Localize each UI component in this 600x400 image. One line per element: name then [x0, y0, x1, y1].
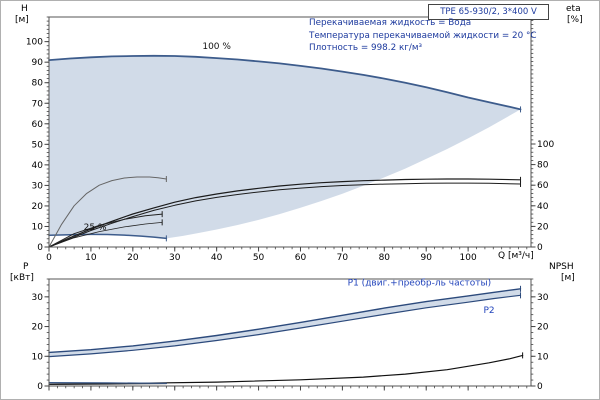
npsh-axis-unit: [м] [561, 273, 575, 283]
tick-label: 0 [37, 382, 43, 392]
tick-label: 20 [32, 323, 44, 333]
h-axis-label: H [21, 4, 28, 14]
annotation-p2: P2 [484, 306, 495, 316]
series-p2-curve [48, 294, 522, 358]
panel-power: 0 10 20 30 0 10 20 30 P1 (двиг.+преобр-ль частот… [32, 278, 549, 392]
info-density: Плотность = 998.2 кг/м³ [309, 43, 423, 53]
tick-label: 30 [32, 293, 44, 303]
eta-axis-unit: [%] [567, 15, 583, 25]
tick-label: 100 [460, 253, 477, 263]
tick-label: 40 [537, 202, 549, 212]
npsh-axis-label: NPSH [549, 262, 574, 272]
p-axis-unit: [кВт] [10, 273, 34, 283]
series-npsh-curve [48, 354, 524, 385]
tick-label: 90 [420, 253, 432, 263]
p-axis-label: P [23, 262, 29, 272]
annotation-100-: 100 % [202, 42, 231, 52]
liquid-info: Перекачиваемая жидкость = Вода Температу… [309, 17, 537, 55]
eta-axis-label: eta [566, 4, 581, 14]
tick-label: 10 [85, 253, 97, 263]
tick-label: 60 [295, 253, 307, 263]
tick-label: 20 [127, 253, 139, 263]
series-aux-curve-2 [48, 221, 163, 248]
tick-label: 50 [253, 253, 265, 263]
tick-label: 10 [537, 352, 549, 362]
series-operating-envelope [49, 55, 521, 239]
series-aux-curve-1 [48, 213, 163, 248]
panel-head: 0 10 20 30 40 50 60 70 80 90 100 0 10 20 30 40 50 60 70 80 9… [26, 16, 554, 263]
panel-frame [48, 278, 532, 387]
tick-label: 0 [37, 243, 43, 253]
tick-label: 100 [537, 140, 554, 150]
tick-label: 80 [32, 79, 44, 89]
tick-label: 60 [32, 120, 44, 130]
series-eta-1 [48, 178, 522, 248]
pump-type-box: TPE 65-930/2, 3*400 V [428, 4, 549, 20]
tick-label: 40 [32, 161, 44, 171]
series-head-100pct [48, 54, 522, 111]
series-eta-25pct [48, 176, 167, 248]
tick-label: 50 [32, 140, 44, 150]
tick-label: 20 [537, 323, 549, 333]
tick-label: 30 [169, 253, 181, 263]
q-axis-label: Q [м³/ч] [498, 251, 534, 261]
info-liquid: Перекачиваемая жидкость = Вода [309, 18, 472, 28]
tick-label: 70 [32, 99, 44, 109]
annotation-p1-: P1 (двиг.+преобр-ль частоты) [348, 279, 492, 289]
tick-label: 70 [337, 253, 349, 263]
tick-label: 10 [32, 352, 44, 362]
tick-label: 30 [32, 181, 44, 191]
series-p1-curve [48, 288, 522, 354]
series-head-25pct [48, 233, 168, 240]
pump-type-label: TPE 65-930/2, 3*400 V [440, 7, 537, 17]
tick-label: 0 [46, 253, 52, 263]
tick-label: 20 [32, 202, 44, 212]
tick-label: 60 [537, 181, 549, 191]
info-temperature: Температура перекачиваемой жидкости = 20… [309, 30, 537, 41]
tick-label: 100 [26, 38, 43, 48]
tick-label: 80 [379, 253, 391, 263]
annotation-25-: 25 % [84, 223, 107, 233]
tick-label: 0 [537, 382, 543, 392]
tick-label: 0 [537, 243, 543, 253]
h-axis-unit: [м] [15, 15, 29, 25]
tick-label: 10 [32, 222, 44, 232]
tick-label: 40 [211, 253, 223, 263]
tick-label: 20 [537, 222, 549, 232]
tick-label: 90 [32, 58, 44, 68]
tick-label: 30 [537, 293, 549, 303]
tick-label: 80 [537, 161, 549, 171]
series-p-25pct-2 [48, 382, 167, 384]
